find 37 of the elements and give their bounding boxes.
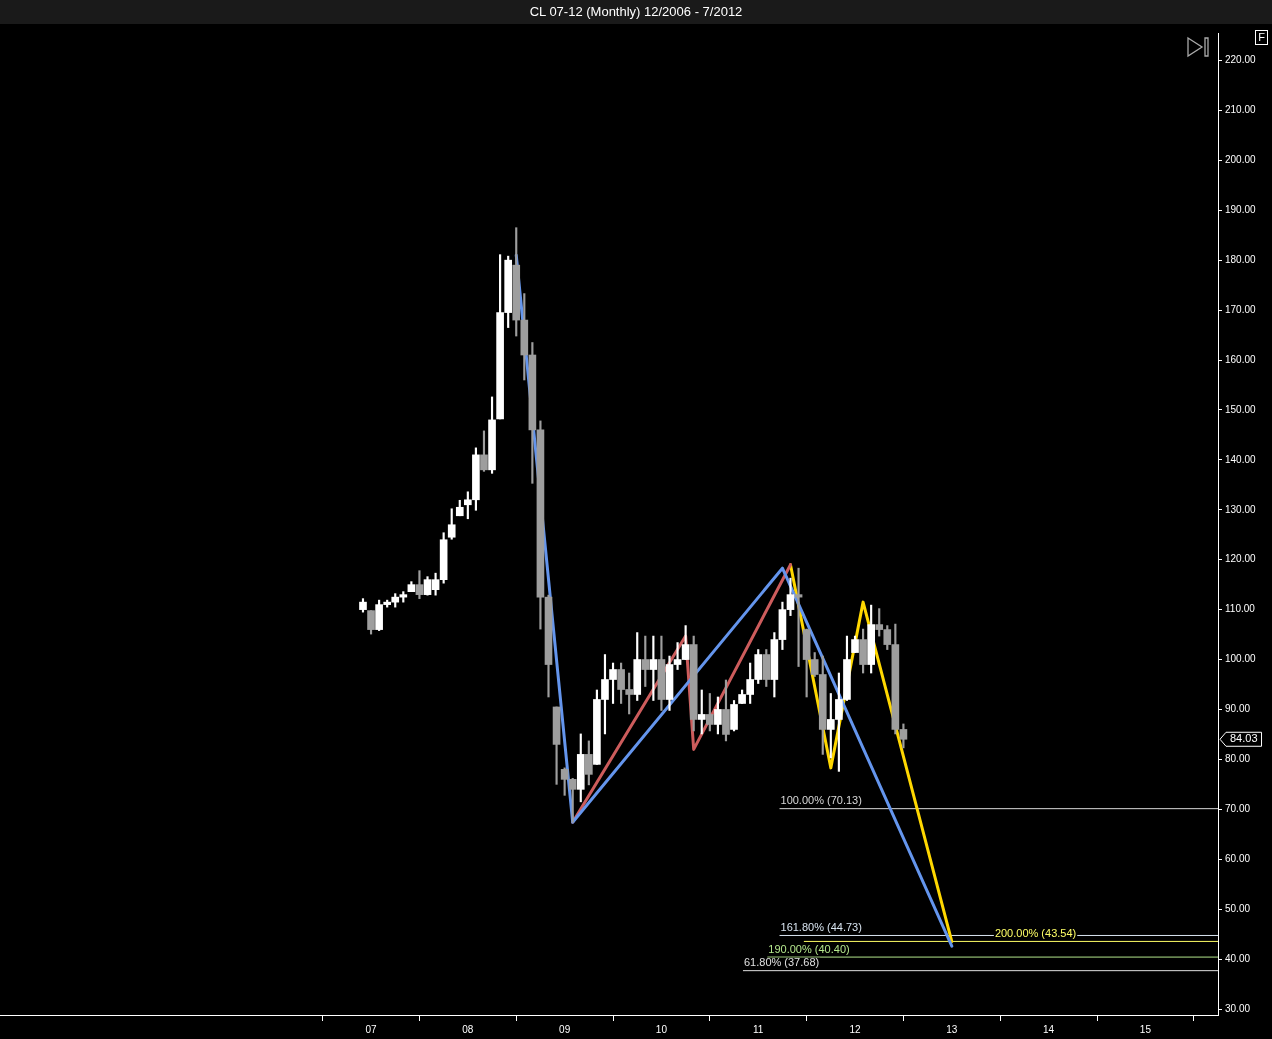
ref-line-label: 61.80% (37.68) (743, 956, 820, 969)
y-tick-label: 120.00 (1225, 553, 1257, 565)
x-tick-label: 11 (753, 1023, 764, 1035)
text: F (1255, 30, 1268, 45)
x-tick-label: 08 (462, 1023, 474, 1035)
ref-line-label: 200.00% (43.54) (994, 926, 1077, 939)
y-tick-label: 60.00 (1225, 852, 1251, 864)
y-tick-label: 130.00 (1225, 503, 1257, 515)
x-tick-label: 13 (946, 1023, 958, 1035)
y-tick-label: 180.00 (1225, 253, 1257, 265)
x-tick-label: 09 (559, 1023, 571, 1035)
ref-line-label: 161.80% (44.73) (780, 921, 862, 933)
y-tick-label: 70.00 (1225, 803, 1251, 815)
x-tick-label: 15 (1139, 1023, 1152, 1035)
y-tick-label: 80.00 (1225, 753, 1251, 765)
y-tick-label: 210.00 (1225, 104, 1257, 116)
y-tick-label: 150.00 (1225, 403, 1257, 415)
y-tick-label: 110.00 (1225, 603, 1256, 615)
y-tick-label: 30.00 (1225, 1002, 1251, 1014)
x-tick-label: 10 (655, 1023, 668, 1035)
y-tick-label: 50.00 (1225, 902, 1251, 914)
y-tick-label: 200.00 (1225, 154, 1257, 166)
y-tick-label: 140.00 (1225, 453, 1257, 465)
chart-title: CL 07-12 (Monthly) 12/2006 - 7/2012 (0, 0, 1272, 24)
y-tick-label: 190.00 (1225, 203, 1257, 215)
y-tick-label: 40.00 (1225, 952, 1251, 964)
y-tick-label: 90.00 (1225, 703, 1251, 715)
x-tick-label: 07 (365, 1023, 378, 1035)
y-tick-label: 100.00 (1225, 653, 1257, 665)
y-tick-label: 160.00 (1225, 353, 1257, 365)
ref-line-label: 100.00% (70.13) (780, 794, 862, 807)
ref-line-label: 190.00% (40.40) (768, 942, 850, 955)
y-tick-label: 220.00 (1225, 54, 1257, 66)
x-tick-label: 12 (849, 1023, 862, 1035)
text: 84.03 (1230, 732, 1258, 745)
y-tick-label: 170.00 (1225, 303, 1257, 315)
x-tick-label: 14 (1043, 1023, 1055, 1035)
